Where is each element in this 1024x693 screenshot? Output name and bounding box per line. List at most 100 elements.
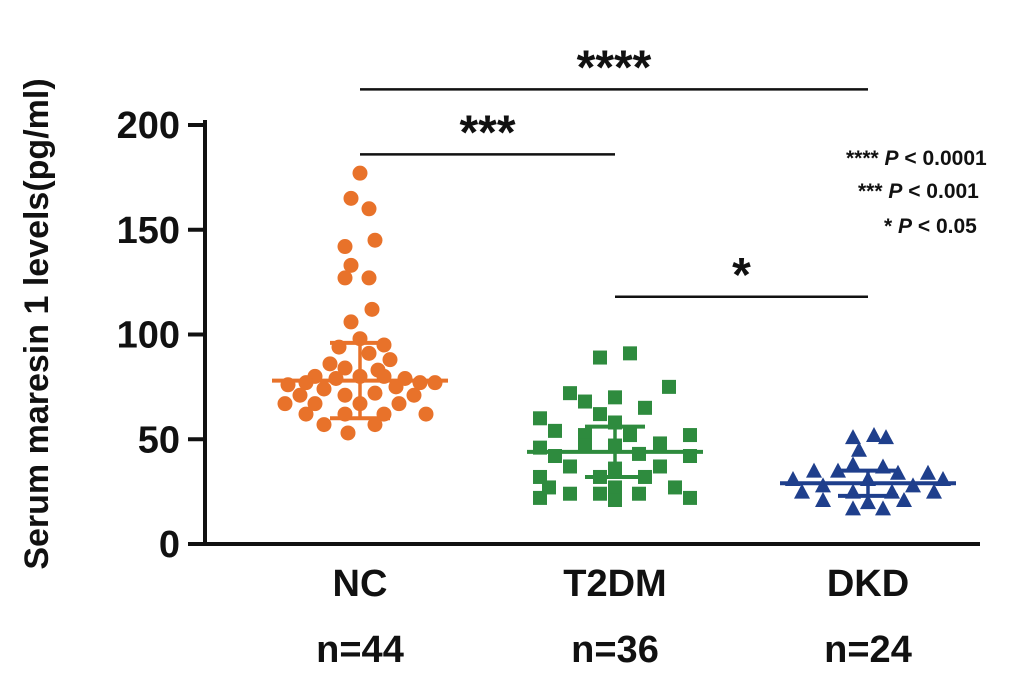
t2dm-point (668, 480, 682, 495)
nc-point (337, 360, 353, 376)
x-category-label: T2DM (563, 563, 666, 605)
t2dm-point (533, 490, 547, 505)
t2dm-point (632, 486, 646, 501)
legend-entry: **** P < 0.0001 (846, 147, 987, 170)
t2dm-point (593, 486, 607, 501)
nc-point (307, 396, 323, 412)
t2dm-point (578, 438, 592, 453)
dkd-point (860, 494, 876, 510)
dkd-point (926, 483, 942, 499)
nc-point (343, 190, 359, 206)
dkd-point (866, 427, 882, 443)
dkd-point (845, 456, 861, 472)
legend-threshold: < 0.0001 (899, 147, 987, 170)
significance-brackets: ******** (360, 41, 868, 302)
t2dm-point (578, 394, 592, 409)
nc-point (292, 387, 308, 403)
nc-point (337, 387, 353, 403)
dkd-point (851, 441, 867, 457)
y-tick-label: 50 (138, 419, 180, 461)
t2dm-point (623, 428, 637, 443)
sample-size-label: n=24 (824, 629, 912, 671)
legend-p-symbol: P (898, 215, 913, 238)
dkd-point (920, 464, 936, 480)
t2dm-point (608, 493, 622, 508)
t2dm-point (653, 436, 667, 451)
dkd-point (845, 429, 861, 445)
dkd-point (896, 492, 912, 508)
t2dm-point (623, 346, 637, 361)
error-bars (272, 340, 956, 498)
t2dm-point (638, 400, 652, 415)
nc-point (340, 425, 356, 441)
dkd-point (794, 483, 810, 499)
nc-point (343, 257, 359, 273)
t2dm-point (683, 490, 697, 505)
x-category-label: NC (333, 563, 388, 605)
nc-point (391, 396, 407, 412)
legend-entry: *** P < 0.001 (858, 180, 979, 203)
y-tick-label: 200 (117, 105, 180, 147)
y-tick-label: 0 (159, 524, 180, 566)
nc-point (337, 239, 353, 255)
dkd-point (815, 492, 831, 508)
nc-point (337, 270, 353, 286)
y-ticks: 0 50 100 150 200 (117, 105, 205, 566)
legend-p-symbol: P (888, 180, 903, 203)
t2dm-point (593, 407, 607, 422)
nc-point (367, 417, 383, 433)
x-category-labels: NC n=44 T2DM n=36 DKD n=24 (316, 563, 912, 671)
significance-stars: *** (459, 106, 515, 159)
nc-point (352, 165, 368, 181)
dkd-point (878, 429, 894, 445)
sample-size-label: n=36 (571, 629, 659, 671)
t2dm-point (533, 411, 547, 426)
t2dm-point (632, 446, 646, 461)
nc-point (316, 417, 332, 433)
nc-point (367, 385, 383, 401)
nc-point (418, 406, 434, 422)
nc-point (328, 370, 344, 386)
t2dm-point (662, 379, 676, 394)
sample-size-label: n=44 (316, 629, 404, 671)
t2dm-point (548, 423, 562, 438)
t2dm-point (683, 428, 697, 443)
y-tick-label: 150 (117, 210, 180, 252)
t2dm-point (653, 459, 667, 474)
t2dm-point (563, 459, 577, 474)
y-tick-label: 100 (117, 315, 180, 357)
nc-point (322, 356, 338, 372)
nc-point (298, 406, 314, 422)
legend-p-symbol: P (885, 147, 900, 170)
nc-point (367, 232, 383, 248)
nc-point (427, 375, 443, 391)
dkd-point (806, 462, 822, 478)
nc-point (406, 387, 422, 403)
legend-stars: *** (858, 180, 888, 203)
t2dm-point (608, 390, 622, 405)
dkd-point (845, 500, 861, 516)
t2dm-point (563, 486, 577, 501)
significance-stars: * (732, 249, 751, 302)
legend-entry: * P < 0.05 (884, 215, 977, 238)
nc-point (364, 301, 380, 317)
nc-point (316, 381, 332, 397)
legend-threshold: < 0.05 (912, 215, 977, 238)
nc-point (361, 201, 377, 217)
t2dm-point (563, 386, 577, 401)
nc-point (382, 352, 398, 368)
nc-point (376, 337, 392, 353)
x-category-label: DKD (827, 563, 909, 605)
nc-point (361, 270, 377, 286)
y-axis-label: Serum maresin 1 levels(pg/ml) (18, 78, 56, 569)
legend-threshold: < 0.001 (902, 180, 979, 203)
t2dm-point (608, 480, 622, 495)
significance-stars: **** (577, 41, 652, 94)
dkd-point (875, 500, 891, 516)
nc-point (361, 345, 377, 361)
legend-stars: **** (846, 147, 885, 170)
legend-stars: * (884, 215, 898, 238)
nc-point (388, 379, 404, 395)
